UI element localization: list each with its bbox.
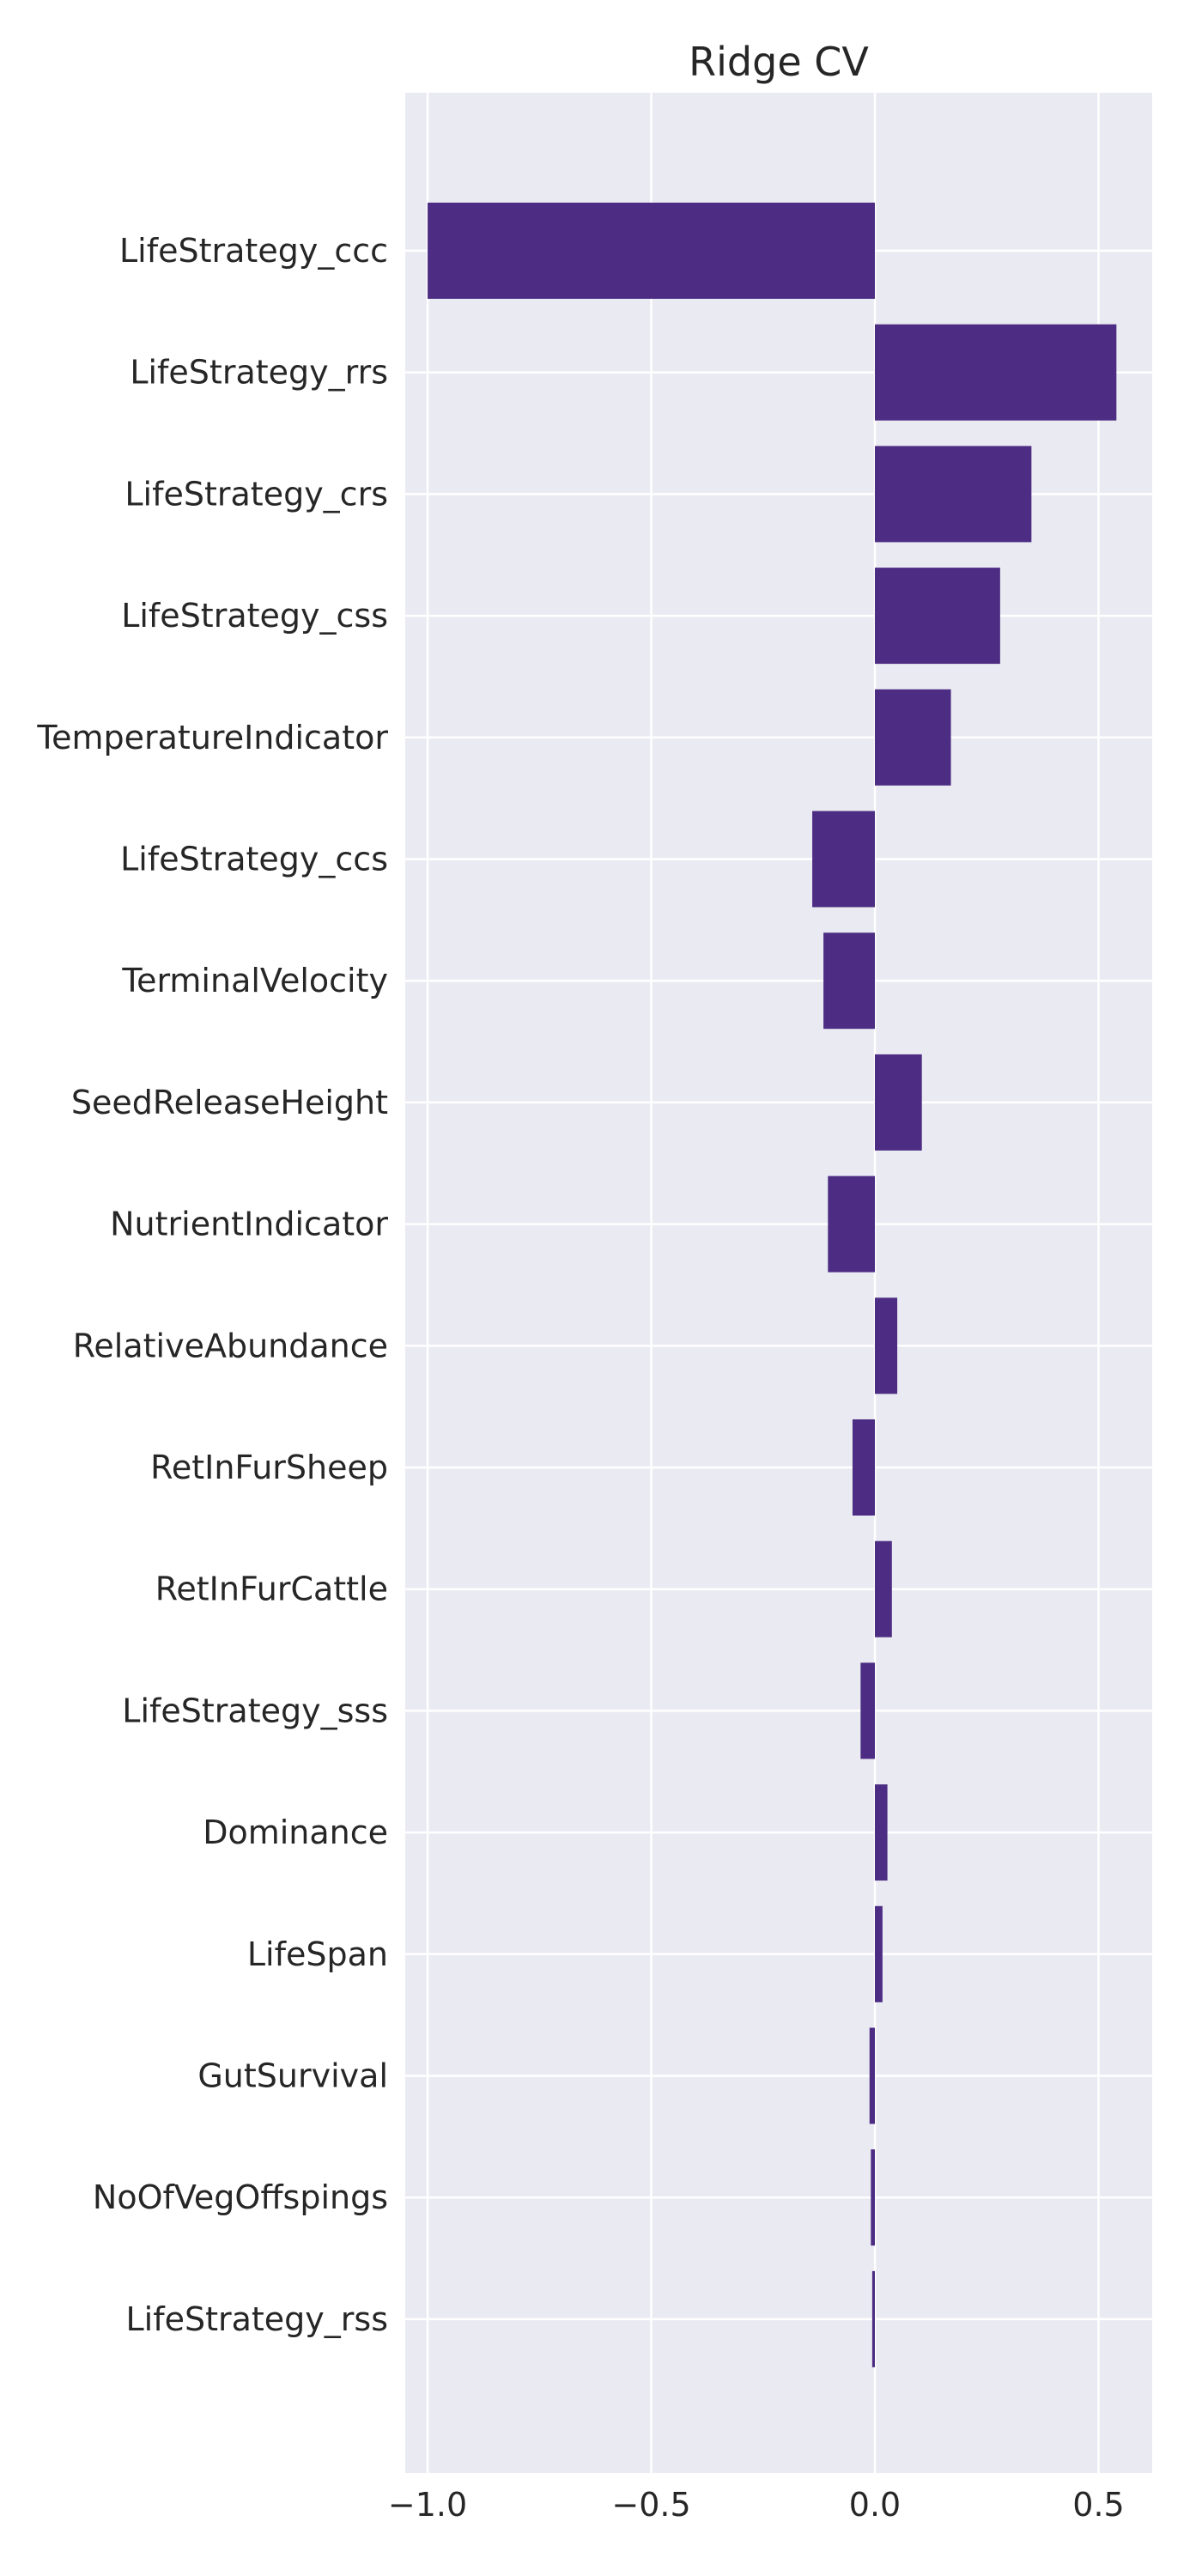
y-tick-label: NutrientIndicator [110, 1206, 388, 1243]
y-tick-label: LifeSpan [247, 1935, 388, 1973]
bar-temperatureindicator [875, 689, 951, 786]
y-tick-label: RetInFurSheep [150, 1449, 388, 1486]
bar-lifestrategy-rss [871, 2270, 876, 2367]
y-tick-label: LifeStrategy_sss [122, 1692, 388, 1729]
chart-title: Ridge CV [689, 39, 869, 85]
bars [428, 203, 1117, 2367]
bar-lifestrategy-rrs [875, 324, 1117, 421]
bar-lifestrategy-crs [875, 446, 1032, 543]
y-tick-label: LifeStrategy_crs [124, 475, 388, 513]
y-tick-label: Dominance [203, 1814, 388, 1851]
bar-seedreleaseheight [875, 1054, 922, 1151]
y-tick-label: LifeStrategy_ccs [120, 841, 388, 878]
y-tick-label: SeedReleaseHeight [71, 1084, 388, 1121]
x-tick-label: −1.0 [388, 2486, 467, 2524]
bar-lifestrategy-sss [860, 1662, 876, 1759]
y-tick-label: RetInFurCattle [155, 1571, 388, 1608]
bar-lifestrategy-ccs [812, 811, 876, 908]
x-tick-labels: −1.0 −0.5 0.0 0.5 [388, 2486, 1125, 2524]
bar-lifestrategy-ccc [428, 203, 876, 299]
plot-area [405, 93, 1152, 2473]
x-tick-label: 0.5 [1072, 2486, 1124, 2524]
y-tick-label: LifeStrategy_ccc [119, 232, 388, 270]
bar-nutrientindicator [828, 1176, 876, 1273]
bar-terminalvelocity [823, 933, 876, 1030]
y-tick-label: LifeStrategy_css [121, 597, 388, 635]
y-gridlines [405, 249, 1152, 2321]
bar-relativeabundance [875, 1297, 898, 1394]
y-tick-label: RelativeAbundance [73, 1327, 388, 1364]
x-tick-label: 0.0 [849, 2486, 901, 2524]
bar-noofvegoffspings [871, 2149, 876, 2246]
y-tick-label: TerminalVelocity [121, 962, 388, 999]
bar-dominance [875, 1784, 888, 1881]
bar-retinfursheep [852, 1419, 876, 1516]
y-tick-label: NoOfVegOffspings [93, 2178, 388, 2216]
bar-lifestrategy-css [875, 568, 1000, 665]
y-tick-label: LifeStrategy_rrs [130, 354, 388, 392]
x-tick-label: −0.5 [611, 2486, 690, 2524]
bar-lifespan [875, 1905, 883, 2002]
y-tick-label: TemperatureIndicator [36, 719, 388, 756]
bar-gutsurvival [869, 2027, 876, 2124]
y-tick-label: GutSurvival [197, 2057, 388, 2095]
y-tick-label: LifeStrategy_rss [125, 2300, 388, 2338]
bar-retinfurcattle [875, 1540, 892, 1637]
y-tick-labels: LifeStrategy_ccc LifeStrategy_rrs LifeStra… [36, 232, 388, 2338]
